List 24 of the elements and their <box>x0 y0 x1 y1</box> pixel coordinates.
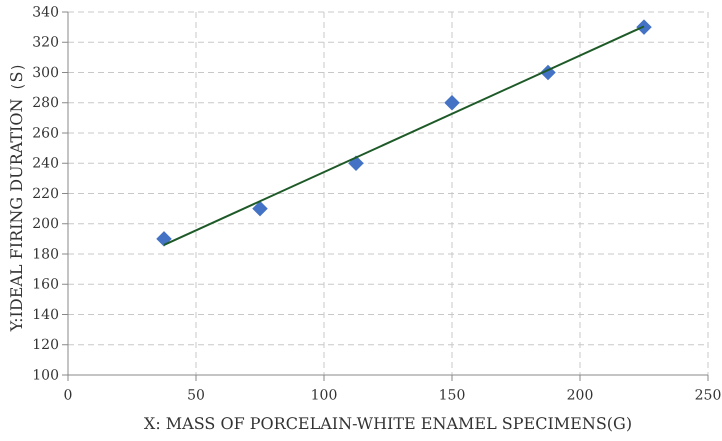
y-tick-label: 260 <box>32 125 59 142</box>
y-tick-label: 120 <box>32 337 59 354</box>
x-tick-label: 200 <box>566 387 594 404</box>
x-tick-label: 0 <box>64 387 72 404</box>
y-tick-label: 340 <box>32 4 59 20</box>
point <box>252 200 268 216</box>
y-tick-label: 320 <box>32 34 59 51</box>
x-tick-label: 50 <box>187 387 205 404</box>
point <box>156 231 172 247</box>
x-axis-title: X: MASS OF PORCELAIN-WHITE ENAMEL SPECIMENS(G) <box>144 414 632 433</box>
y-axis-title: Y:IDEAL FIRING DURATION（S） <box>7 56 26 332</box>
y-tick-label: 200 <box>32 216 59 232</box>
y-tick-label: 100 <box>32 367 59 384</box>
y-tick-label: 300 <box>32 64 59 81</box>
point <box>444 95 460 110</box>
y-tick-label: 160 <box>32 276 59 293</box>
x-tick-label: 150 <box>438 387 466 404</box>
y-tick-label: 220 <box>32 186 59 202</box>
x-tick-label: 100 <box>310 387 338 404</box>
y-tick-label: 240 <box>32 156 59 172</box>
y-tick-label: 280 <box>32 95 59 112</box>
y-tick-label: 180 <box>32 246 59 262</box>
x-tick-label: 250 <box>694 387 722 404</box>
y-tick-label: 140 <box>32 306 59 323</box>
